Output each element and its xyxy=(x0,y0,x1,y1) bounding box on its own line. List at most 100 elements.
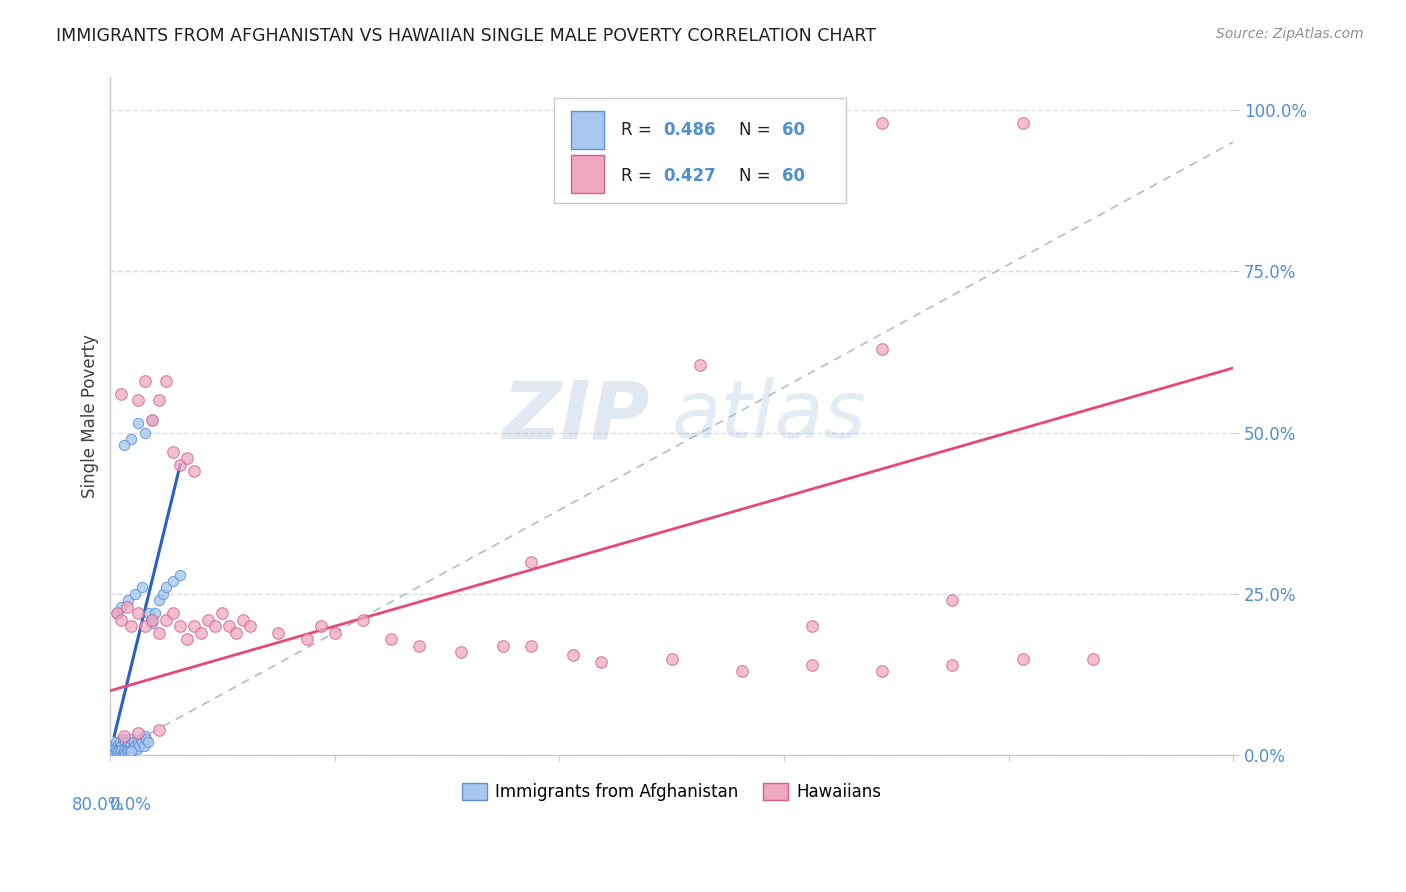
Point xyxy=(591,655,613,669)
Text: ZIP: ZIP xyxy=(502,377,650,456)
Point xyxy=(135,732,157,747)
Point xyxy=(134,619,156,633)
Point xyxy=(114,747,136,761)
Point xyxy=(104,744,127,758)
Point xyxy=(138,607,160,621)
Point xyxy=(100,745,122,759)
Text: 60: 60 xyxy=(782,121,804,139)
Text: 60: 60 xyxy=(782,167,804,185)
Point xyxy=(128,739,150,753)
Point xyxy=(127,416,149,430)
Point xyxy=(162,445,184,459)
Point xyxy=(136,735,159,749)
Point xyxy=(134,374,156,388)
Text: R =: R = xyxy=(621,121,657,139)
Text: Source: ZipAtlas.com: Source: ZipAtlas.com xyxy=(1216,27,1364,41)
Point xyxy=(689,358,711,372)
Text: R =: R = xyxy=(621,167,657,185)
Point xyxy=(267,625,290,640)
FancyBboxPatch shape xyxy=(571,112,605,149)
Point xyxy=(520,555,543,569)
Point xyxy=(204,619,226,633)
Point xyxy=(124,739,146,753)
Point xyxy=(118,739,141,753)
Point xyxy=(101,739,124,753)
Point xyxy=(492,639,515,653)
Point xyxy=(143,607,166,621)
Point xyxy=(127,725,149,739)
Point xyxy=(103,747,125,761)
Point xyxy=(408,639,430,653)
Point xyxy=(105,739,128,753)
Point xyxy=(141,412,163,426)
Legend: Immigrants from Afghanistan, Hawaiians: Immigrants from Afghanistan, Hawaiians xyxy=(456,777,889,808)
Point xyxy=(132,739,155,753)
Point xyxy=(801,657,824,672)
Point xyxy=(127,607,149,621)
Point xyxy=(309,619,332,633)
Point xyxy=(131,735,153,749)
Point xyxy=(117,593,139,607)
Point xyxy=(211,607,233,621)
Point xyxy=(103,742,125,756)
FancyBboxPatch shape xyxy=(554,98,846,202)
Point xyxy=(870,342,893,356)
Point xyxy=(450,645,472,659)
Point xyxy=(120,619,142,633)
Text: atlas: atlas xyxy=(672,377,866,456)
Point xyxy=(562,648,585,663)
Point xyxy=(941,593,963,607)
Point xyxy=(105,607,128,621)
Point xyxy=(101,743,124,757)
Point xyxy=(197,613,219,627)
Text: N =: N = xyxy=(740,167,776,185)
Point xyxy=(183,464,205,478)
Point xyxy=(176,451,198,466)
Point xyxy=(139,613,162,627)
Point xyxy=(117,745,139,759)
Point xyxy=(110,386,132,401)
Point xyxy=(148,593,170,607)
Point xyxy=(110,743,132,757)
Point xyxy=(134,425,156,440)
Point xyxy=(107,744,129,758)
Text: 0.486: 0.486 xyxy=(664,121,716,139)
Point xyxy=(105,746,128,760)
Text: 0.427: 0.427 xyxy=(664,167,717,185)
Point xyxy=(1081,651,1104,665)
Point xyxy=(117,735,139,749)
Point xyxy=(111,732,134,747)
Point xyxy=(169,619,191,633)
Text: N =: N = xyxy=(740,121,776,139)
Text: 0.0%: 0.0% xyxy=(110,796,152,814)
Point xyxy=(155,374,177,388)
Point xyxy=(115,739,138,753)
Point xyxy=(107,742,129,756)
Point xyxy=(218,619,240,633)
Point xyxy=(108,745,131,759)
Point xyxy=(148,625,170,640)
Point xyxy=(190,625,212,640)
Point xyxy=(131,581,153,595)
Point xyxy=(162,574,184,588)
Point xyxy=(295,632,318,647)
Point xyxy=(120,732,142,747)
Point xyxy=(112,742,135,756)
Point xyxy=(731,665,754,679)
Point xyxy=(134,729,156,743)
Point xyxy=(941,657,963,672)
Point xyxy=(141,412,163,426)
Point xyxy=(152,587,174,601)
Point xyxy=(115,744,138,758)
Point xyxy=(111,746,134,760)
Point xyxy=(520,639,543,653)
Point xyxy=(114,735,136,749)
Point xyxy=(108,735,131,749)
Point xyxy=(141,613,163,627)
Point xyxy=(104,735,127,749)
Point xyxy=(870,115,893,129)
Point xyxy=(352,613,374,627)
Point xyxy=(870,665,893,679)
Point xyxy=(127,735,149,749)
Point xyxy=(112,729,135,743)
